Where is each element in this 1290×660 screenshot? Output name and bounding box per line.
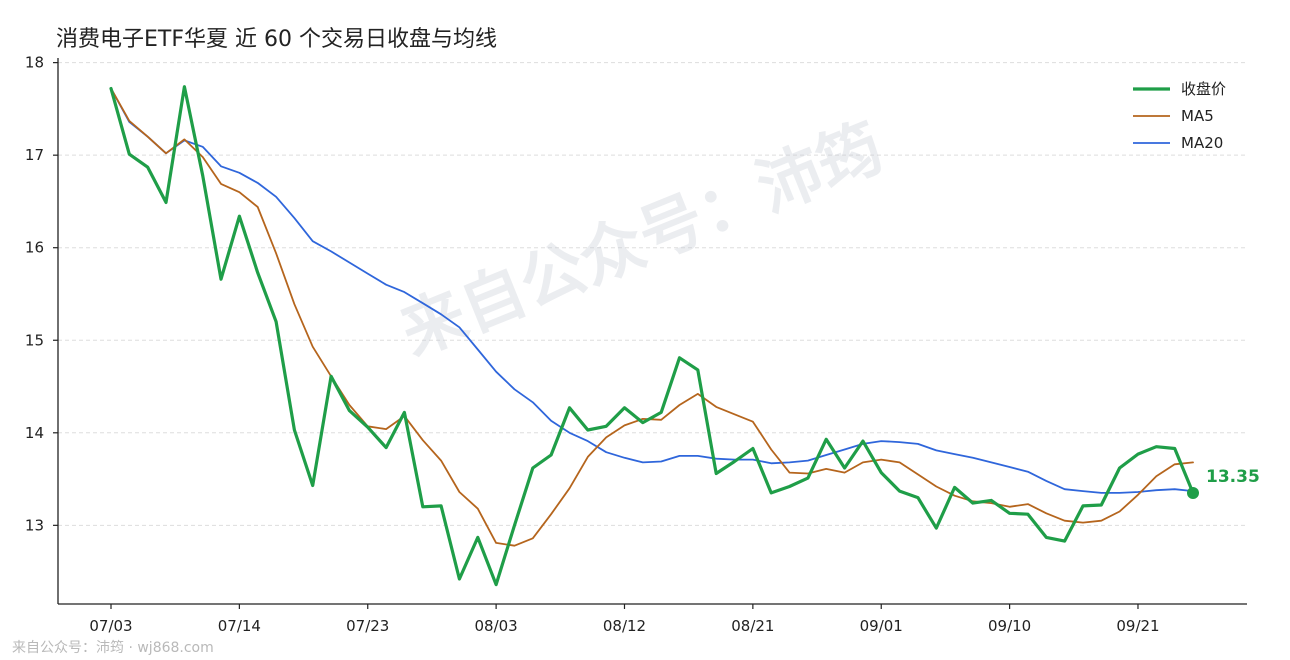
y-tick-label: 18 (25, 54, 44, 72)
close-price-line (109, 85, 1195, 587)
axes: 13 14 15 16 17 18 07/03 07/14 07/23 08/03 08/12 08/… (25, 54, 1247, 635)
watermark: 来自公众号：沛筠 (391, 110, 893, 370)
y-tick-label: 17 (25, 146, 44, 164)
x-tick-label: 07/14 (218, 617, 261, 635)
x-tick-label: 08/21 (731, 617, 774, 635)
x-tick-label: 09/01 (860, 617, 903, 635)
x-tick-label: 09/21 (1116, 617, 1159, 635)
plot-area: 13.35 (109, 85, 1260, 587)
last-point-marker (1187, 486, 1199, 499)
legend-ma5-label: MA5 (1181, 107, 1214, 125)
x-tick-label: 08/03 (475, 617, 518, 635)
x-tick-label: 08/12 (603, 617, 646, 635)
legend: 收盘价 MA5 MA20 (1133, 80, 1226, 152)
x-tick-label: 09/10 (988, 617, 1031, 635)
ma20-line (110, 87, 1194, 494)
y-tick-label: 14 (25, 424, 44, 442)
legend-ma20-label: MA20 (1181, 134, 1223, 152)
chart-title: 消费电子ETF华夏 近 60 个交易日收盘与均线 (56, 27, 497, 52)
footer-credit: 来自公众号：沛筠 · wj868.com (12, 639, 214, 656)
x-tick-label: 07/23 (346, 617, 389, 635)
y-tick-label: 15 (25, 331, 44, 349)
last-value-label: 13.35 (1206, 467, 1260, 487)
y-tick-label: 16 (25, 239, 44, 257)
x-tick-label: 07/03 (89, 617, 132, 635)
grid (58, 62, 1247, 526)
ma5-line (110, 87, 1194, 547)
y-tick-label: 13 (25, 516, 44, 534)
legend-close-label: 收盘价 (1181, 80, 1226, 98)
